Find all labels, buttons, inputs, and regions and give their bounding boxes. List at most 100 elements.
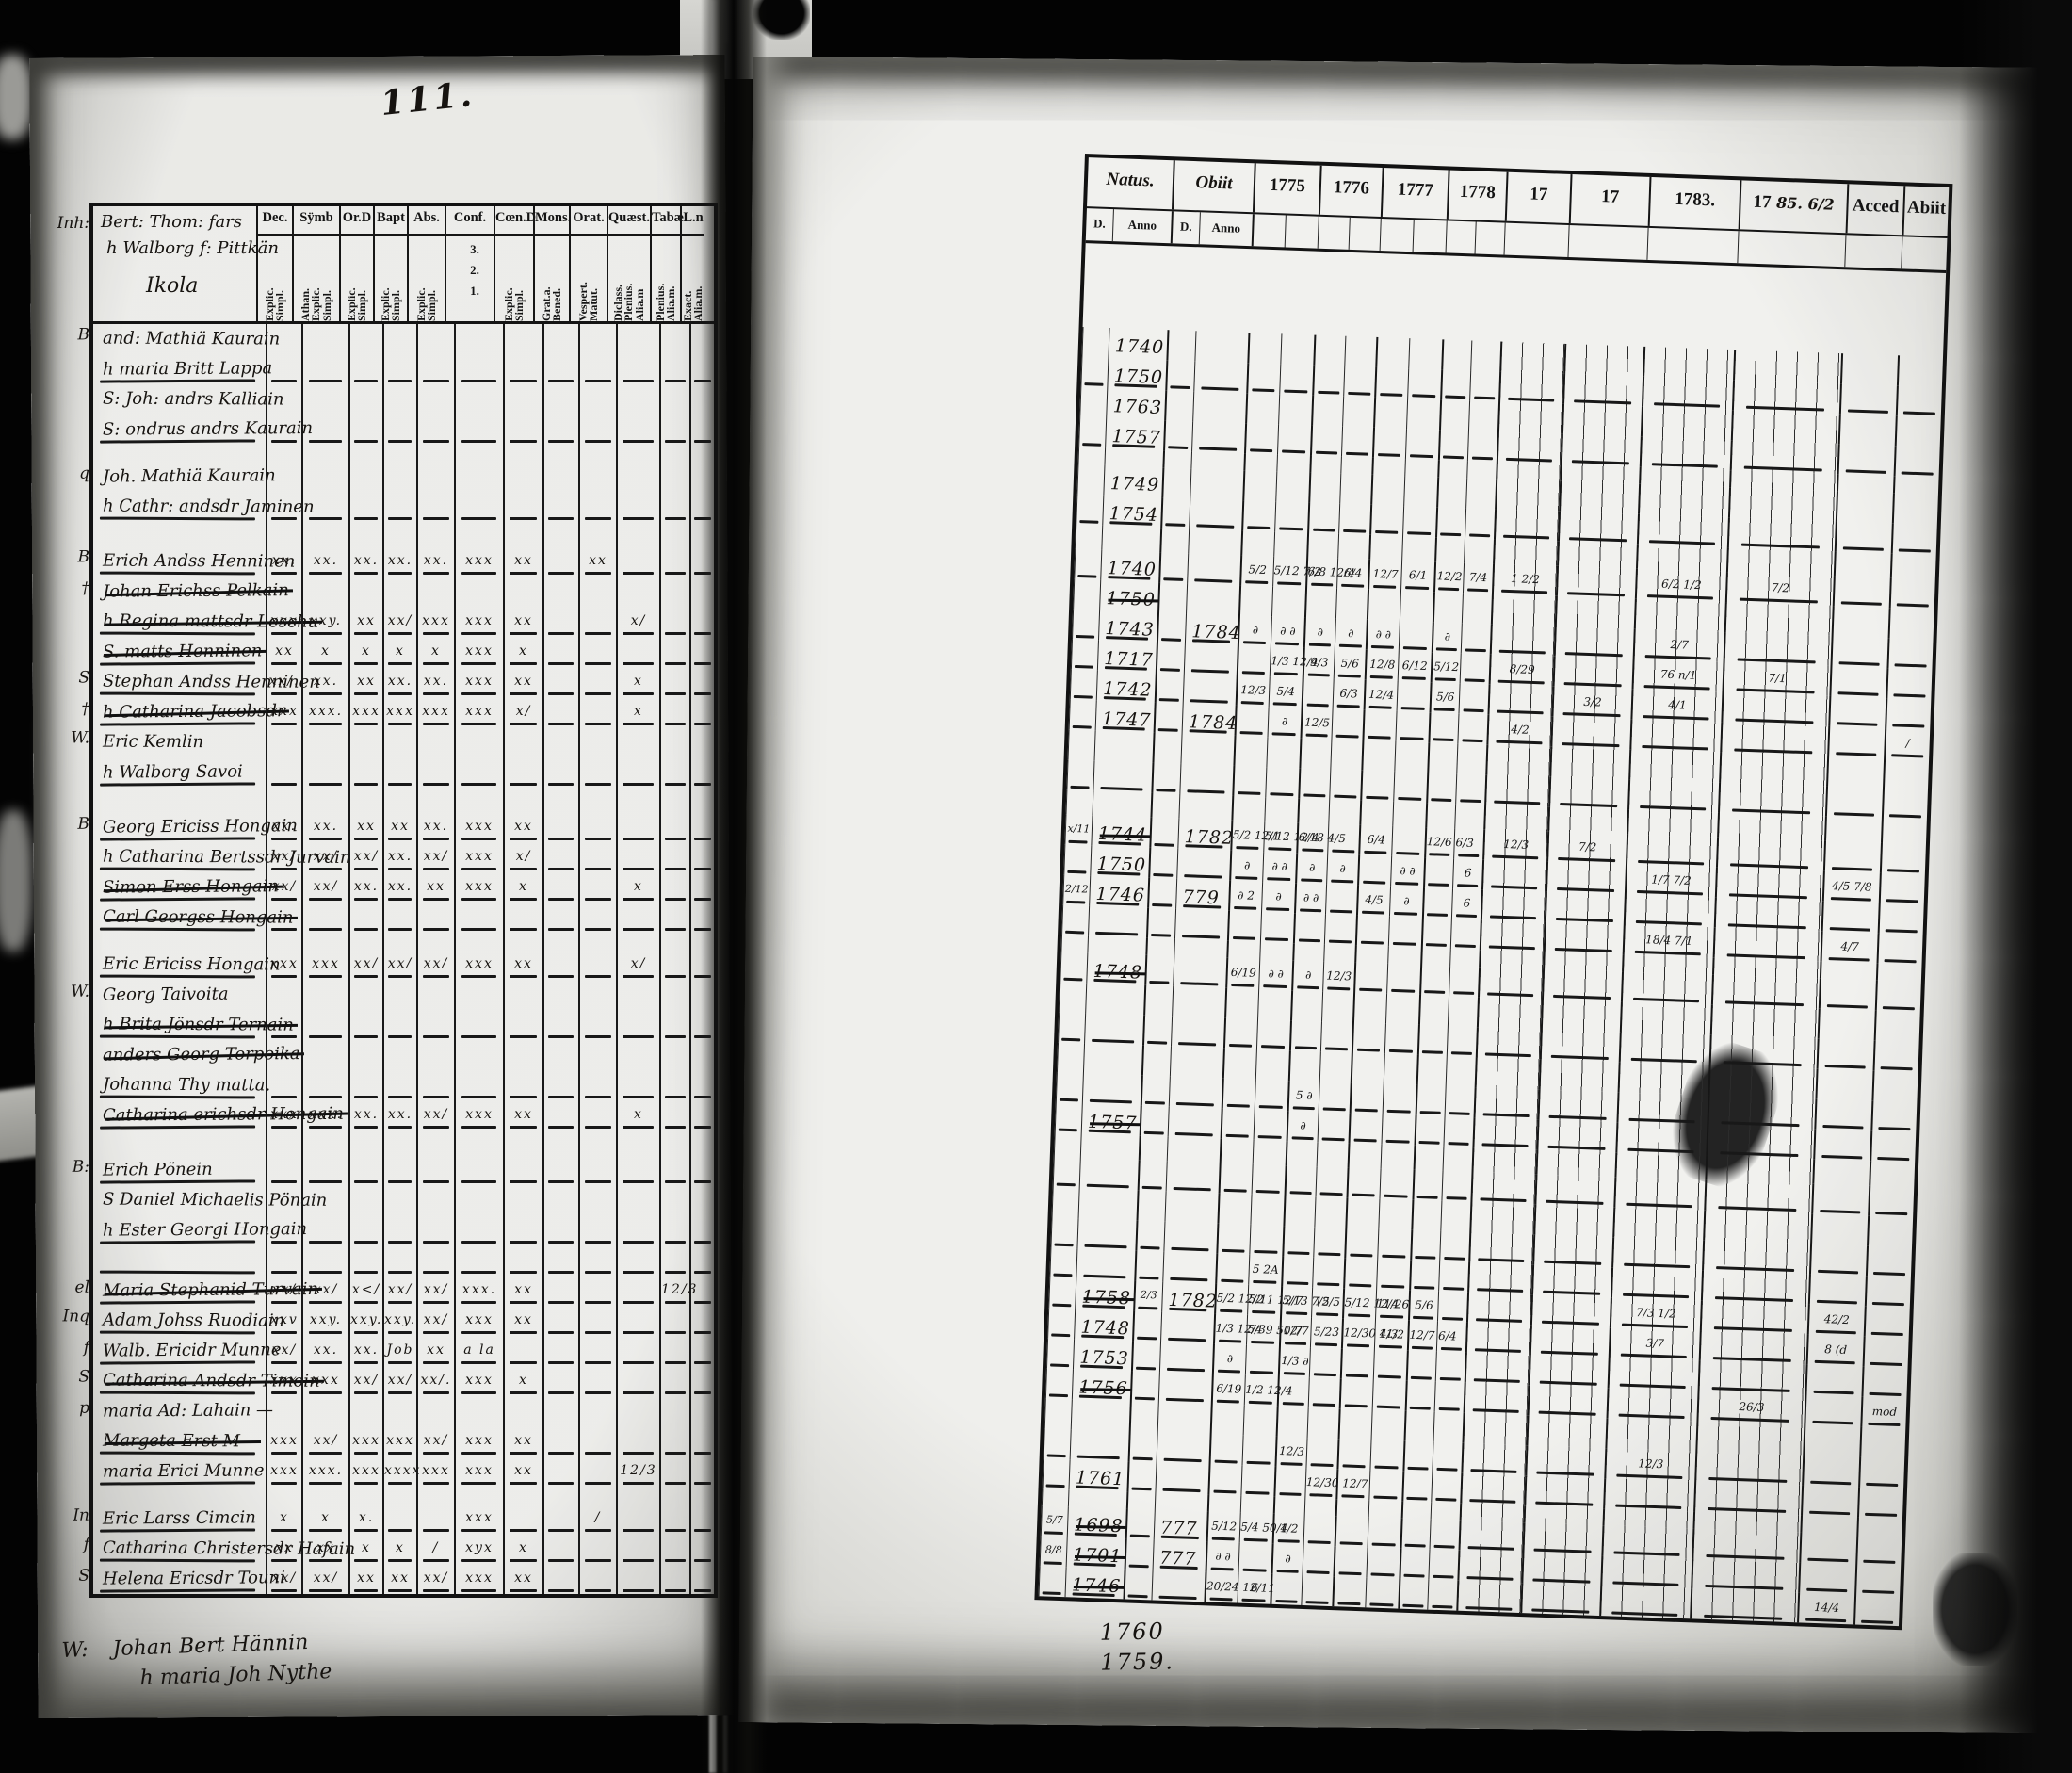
person-name: Margeta Erst M— <box>103 1431 262 1451</box>
year-mark-cell <box>1245 393 1280 425</box>
mark-cell <box>542 1456 578 1487</box>
mark-cell <box>616 1336 659 1366</box>
mark-cell <box>348 933 382 950</box>
mark-cell <box>348 324 382 354</box>
mark-cell: xxx <box>266 1366 301 1396</box>
mark-cell: / <box>578 1504 616 1534</box>
obiit-cell <box>1169 1046 1223 1079</box>
mark-cell <box>503 354 542 384</box>
mark-cell: x <box>301 1504 348 1534</box>
name-cell: S Stephan Andss Henninen <box>78 667 320 698</box>
year-mark-cell <box>1370 474 1405 507</box>
mark-cell <box>382 577 416 607</box>
year-mark-cell <box>1436 1291 1468 1323</box>
year-mark-cell <box>1333 1546 1368 1578</box>
mark-cell: xx. <box>382 1100 416 1130</box>
mark-cell <box>659 903 689 933</box>
mark-cell <box>616 324 659 354</box>
year-mark-cell <box>1335 1499 1369 1518</box>
year-mark-cell: 4/1 <box>1630 689 1723 723</box>
year-mark-cell <box>1401 536 1436 562</box>
year-mark-cell: 6/3 <box>1332 678 1365 710</box>
natus-cell: 1756 <box>1071 1369 1132 1402</box>
year-mark-cell <box>1340 456 1372 475</box>
year-mark-cell <box>1339 1348 1374 1380</box>
mark-cell <box>266 1010 301 1040</box>
mark-cell: xx/ <box>301 842 348 872</box>
mark-cell <box>454 1010 503 1040</box>
year-mark-cell <box>1714 867 1823 902</box>
year-mark-cell <box>1882 757 1930 790</box>
date-day-cell <box>1058 1012 1086 1044</box>
mark-cell <box>266 1070 301 1100</box>
mark-cell: xxx. <box>454 1276 503 1306</box>
year-mark-cell: 6 <box>1450 888 1481 920</box>
mark-cell <box>616 354 659 384</box>
mark-cell <box>659 1504 689 1534</box>
year-mark-cell <box>1375 336 1410 369</box>
mark-cell <box>689 1426 714 1456</box>
mark-cell <box>301 415 348 445</box>
natus-cell: 1758 <box>1075 1278 1135 1311</box>
year-mark-cell <box>1410 1229 1441 1261</box>
year-mark-cell <box>1813 1129 1871 1162</box>
year-mark-cell <box>1394 740 1429 773</box>
natus-cell: 1748 <box>1074 1309 1134 1342</box>
mark-cell <box>542 1336 578 1366</box>
mark-cell <box>578 903 616 933</box>
date-day-cell <box>1073 578 1101 610</box>
year-mark-cell <box>1380 1144 1415 1170</box>
mark-cell <box>689 607 714 637</box>
mark-cell: xxx <box>454 697 503 727</box>
mark-cell <box>578 384 616 415</box>
year-mark-cell: ∂ ∂ <box>1365 619 1400 651</box>
mark-cell <box>578 522 616 546</box>
strike-mark <box>104 1440 262 1445</box>
mark-cell <box>348 1040 382 1070</box>
year-mark-cell <box>1449 966 1480 998</box>
year-mark-cell <box>1441 1170 1472 1202</box>
obiit-cell <box>1162 1251 1217 1284</box>
mark-cell: xx. <box>348 1100 382 1130</box>
household-header: Bert: Thom: fars h Walborg f: Pittkän Ikol… <box>57 206 279 321</box>
column-header-orat: Orat. Vespert. Matut. <box>569 206 607 321</box>
year-mark-cell <box>1234 705 1269 738</box>
mark-cell <box>616 842 659 872</box>
margin-mark: f <box>83 1535 90 1554</box>
subheader-cell <box>1284 215 1319 249</box>
mark-cell: / <box>416 1534 454 1564</box>
natus-cell <box>1085 983 1145 1016</box>
date-day-cell <box>1063 844 1092 876</box>
date-day-cell <box>1157 582 1188 614</box>
year-mark-cell <box>1476 997 1542 1030</box>
mark-cell <box>616 1245 659 1276</box>
year-mark-cell: 6/19 <box>1210 1374 1245 1406</box>
mark-cell: xx. <box>301 546 348 577</box>
year-mark-cell <box>1619 1001 1711 1035</box>
year-mark-cell: 1/7 7/2 <box>1624 864 1716 898</box>
mark-cell <box>348 980 382 1010</box>
year-mark-cell <box>1318 1082 1351 1114</box>
mark-cell <box>616 812 659 842</box>
year-mark-cell: 5/2 <box>1239 555 1274 587</box>
year-mark-cell <box>1692 1528 1801 1563</box>
year-mark-cell <box>1280 333 1315 366</box>
mark-cell <box>503 1070 542 1100</box>
name-cell <box>93 788 266 813</box>
name-cell: S Daniel Michaelis Pönain <box>93 1185 327 1216</box>
household-line: Ikola <box>146 274 199 298</box>
year-mark-cell <box>1440 1200 1471 1232</box>
obiit-cell <box>1190 468 1244 501</box>
name-cell <box>93 1245 266 1277</box>
year-mark-cell <box>1726 517 1836 552</box>
year-mark-cell <box>1427 742 1458 774</box>
mark-cell: x <box>503 637 542 667</box>
natus-cell: 1701 <box>1065 1537 1126 1570</box>
note-lines: Johan Bert Hännin h maria Joh Nythe <box>112 1627 332 1695</box>
year-mark-cell <box>1337 533 1370 560</box>
mark-cell <box>348 1396 382 1426</box>
year-mark-cell: 5 ∂ <box>1287 1081 1319 1113</box>
mark-cell <box>659 1396 689 1426</box>
